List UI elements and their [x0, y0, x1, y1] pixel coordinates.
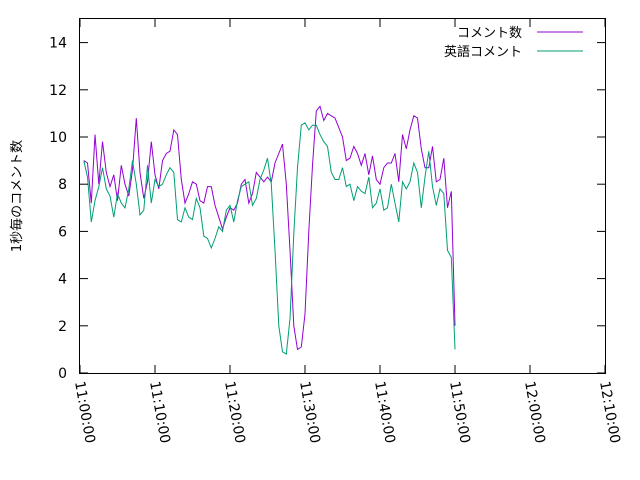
series-line-2	[83, 122, 456, 355]
y-tick-label: 10	[49, 130, 67, 146]
legend-label-2: 英語コメント	[444, 44, 522, 60]
series-line-1	[83, 105, 456, 351]
series-layer	[83, 105, 456, 355]
y-tick-label: 4	[58, 272, 67, 288]
x-tick-label: 11:40:00	[371, 380, 398, 445]
y-tick-label: 8	[58, 177, 67, 193]
y-tick-label: 12	[49, 83, 67, 99]
x-tick-label: 11:20:00	[221, 380, 248, 445]
x-tick-label: 11:50:00	[446, 380, 473, 445]
ticks-layer: 0 2 4 6 8 10 12 14 11:00:00 11:10:00 11:20:00 11:30…	[49, 19, 623, 445]
x-tick-label: 11:10:00	[146, 380, 173, 445]
y-tick-label: 0	[58, 366, 67, 382]
plot-frame	[79, 18, 606, 374]
x-tick-label: 11:00:00	[71, 380, 98, 445]
legend-label-1: コメント数	[457, 26, 522, 41]
x-tick-label: 12:00:00	[521, 380, 548, 445]
x-tick-label: 11:30:00	[296, 380, 323, 445]
y-tick-label: 14	[49, 36, 67, 52]
y-tick-label: 2	[58, 319, 67, 335]
y-tick-label: 6	[58, 224, 67, 240]
x-tick-label: 12:10:00	[596, 380, 623, 445]
y-axis-label: 1秒毎のコメント数	[9, 140, 25, 252]
